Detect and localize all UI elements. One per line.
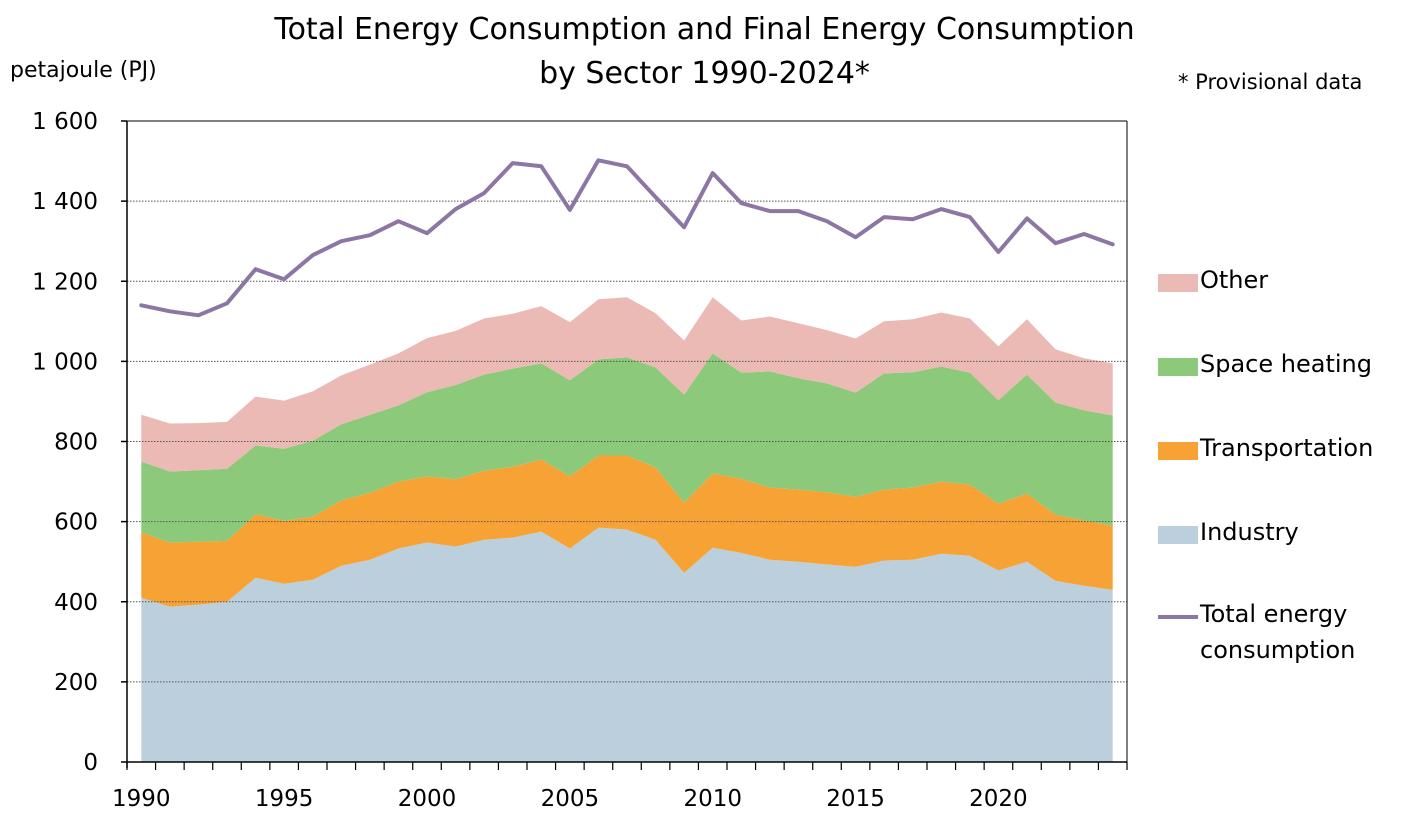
legend-swatch-total-energy [1158, 615, 1198, 619]
x-tick-label-2020: 2020 [969, 786, 1028, 812]
line-total-energy-consumption [139, 158, 1115, 318]
legend-swatch-industry [1158, 526, 1198, 544]
legend-swatch-other [1158, 274, 1198, 292]
y-tick-label-200: 200 [54, 670, 98, 696]
legend-swatch-space-heating [1158, 358, 1198, 376]
y-tick-label-1600: 1 600 [32, 109, 98, 135]
x-tick-label-2015: 2015 [826, 786, 885, 812]
legend-label-total-energy-line2: consumption [1200, 636, 1356, 664]
y-tick-label-400: 400 [54, 590, 98, 616]
y-tick-label-600: 600 [54, 510, 98, 536]
chart-title-line1: Total Energy Consumption and Final Energ… [274, 12, 1135, 47]
chart-title: Total Energy Consumption and Final Energ… [0, 8, 1409, 96]
x-tick-label-2000: 2000 [398, 786, 457, 812]
area-transportation [141, 455, 1113, 607]
legend-label-total-energy-line1: Total energy [1200, 600, 1348, 628]
y-tick-label-1400: 1 400 [32, 189, 98, 215]
y-tick-label-0: 0 [83, 750, 98, 776]
x-tick-label-1990: 1990 [112, 786, 171, 812]
legend-label-other: Other [1200, 266, 1269, 294]
x-tick-label-2005: 2005 [541, 786, 600, 812]
area-industry [141, 527, 1113, 762]
area-space-heating [141, 353, 1113, 543]
provisional-note: * Provisional data [1178, 70, 1363, 94]
y-tick-label-800: 800 [54, 430, 98, 456]
y-axis-unit-label: petajoule (PJ) [10, 58, 157, 83]
x-tick-label-2010: 2010 [683, 786, 742, 812]
legend-label-industry: Industry [1200, 518, 1299, 546]
area-other [141, 297, 1113, 472]
legend-label-transportation: Transportation [1200, 434, 1374, 462]
legend-label-space-heating: Space heating [1200, 350, 1372, 378]
y-tick-label-1200: 1 200 [32, 269, 98, 295]
legend-swatch-transportation [1158, 442, 1198, 460]
y-tick-label-1000: 1 000 [32, 349, 98, 375]
x-tick-label-1995: 1995 [255, 786, 314, 812]
chart-title-line2: by Sector 1990-2024* [539, 56, 870, 91]
